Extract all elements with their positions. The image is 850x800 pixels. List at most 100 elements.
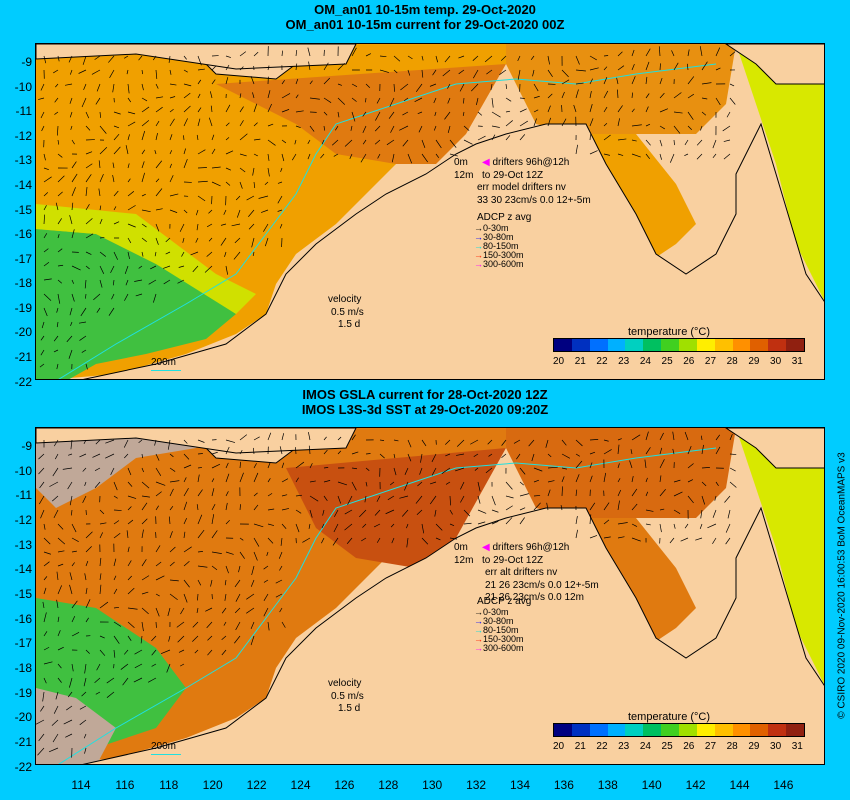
latitude-label: -21 [14,350,32,365]
bottom-title-line2: IMOS L3S-3d SST at 29-Oct-2020 09:20Z [301,402,549,417]
current-vector [55,83,59,88]
current-vector [223,621,227,626]
current-vector [374,509,381,516]
current-vector [78,321,87,324]
current-vector [323,480,331,483]
current-vector [701,82,712,85]
current-vector [124,453,129,459]
colorbar-tick-label: 29 [748,741,760,752]
top-ocean-hot [216,64,506,164]
current-vector [277,195,283,204]
current-vector [197,579,202,586]
current-vector [69,97,73,104]
current-vector [169,175,174,183]
current-vector [168,516,171,525]
current-vector [124,293,129,301]
adcp-legend-label: 0-30m [483,223,509,233]
adcp-legend-item: →150-300m [474,251,524,260]
current-vector [281,462,285,469]
current-vector [561,118,567,127]
current-vector [603,502,610,511]
current-vector [360,153,367,163]
current-vector [141,467,144,473]
current-vector [445,439,451,445]
current-vector [95,97,101,105]
arrow-right-icon: → [474,625,483,635]
current-vector [307,139,311,145]
current-vector [684,153,689,157]
current-vector [631,124,642,127]
current-vector [169,83,177,86]
latitude-label: -22 [14,759,32,774]
current-vector [260,209,269,213]
current-vector [113,520,120,525]
current-vector [362,125,367,133]
longitude-label: 146 [773,778,794,792]
current-vector [673,491,683,497]
current-vector [321,523,325,529]
current-vector [266,551,269,557]
current-vector [589,118,594,127]
current-vector [208,209,213,214]
current-vector [71,523,77,533]
current-vector [429,495,437,505]
current-vector [105,453,115,459]
current-vector [388,111,395,119]
current-vector [696,153,703,160]
current-vector [123,649,129,655]
current-vector [127,621,135,629]
current-vector [99,573,102,581]
current-vector [389,97,395,107]
current-vector [211,181,221,187]
current-vector [729,51,736,57]
current-vector [589,67,599,71]
current-vector [458,55,465,59]
top-east-sea [506,44,736,134]
colorbar-tick-label: 31 [791,356,803,367]
current-vector [264,237,269,247]
current-vector [224,593,227,601]
current-vector [500,55,507,61]
current-vector [239,106,244,113]
latitude-label: -11 [15,104,32,119]
current-vector [458,69,465,75]
current-vector [680,537,689,542]
bottom-legend-stats: 21 26 23cm/s 0.0 12+-5m [485,580,599,591]
current-vector [127,467,132,476]
current-vector [362,139,367,145]
current-vector [163,265,171,269]
current-vector [196,504,199,511]
adcp-legend-label: 150-300m [483,634,524,644]
current-vector [197,180,208,183]
arrow-right-icon: → [474,250,483,260]
current-vector [225,77,229,85]
longitude-label: 126 [334,778,355,792]
top-coral [736,44,824,300]
current-vector [239,450,243,455]
current-vector [113,125,120,129]
colorbar-swatch [643,724,662,736]
current-vector [707,523,717,529]
current-vector [533,502,541,511]
current-vector [435,523,443,531]
current-vector [308,523,311,529]
current-vector [43,205,47,211]
current-vector [99,111,102,118]
current-vector [333,523,339,533]
current-vector [447,97,451,104]
longitude-label: 142 [685,778,706,792]
current-vector [112,175,115,183]
current-vector [575,144,578,155]
current-vector [57,234,60,239]
current-vector [684,523,689,529]
top-legend-surface: 0m [454,157,468,168]
current-vector [57,248,63,253]
current-vector [631,139,637,142]
current-vector [179,223,185,232]
current-vector [151,635,157,642]
current-vector [248,209,255,217]
arrow-right-icon: → [474,223,483,233]
current-vector [197,68,205,71]
current-vector [176,621,185,628]
current-vector [687,463,694,469]
